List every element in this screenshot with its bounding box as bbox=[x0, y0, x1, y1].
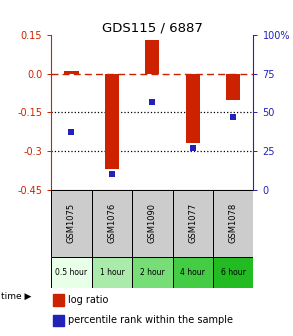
Text: 0.5 hour: 0.5 hour bbox=[55, 268, 88, 277]
Title: GDS115 / 6887: GDS115 / 6887 bbox=[102, 21, 203, 34]
Bar bbox=[53, 314, 64, 326]
Text: 4 hour: 4 hour bbox=[180, 268, 205, 277]
Bar bbox=[173, 257, 213, 288]
Bar bbox=[213, 190, 253, 257]
Text: log ratio: log ratio bbox=[69, 295, 109, 305]
Bar bbox=[51, 257, 92, 288]
Text: GSM1090: GSM1090 bbox=[148, 203, 157, 243]
Bar bbox=[92, 190, 132, 257]
Bar bbox=[132, 257, 173, 288]
Text: 1 hour: 1 hour bbox=[100, 268, 124, 277]
Bar bbox=[173, 190, 213, 257]
Bar bbox=[186, 74, 200, 143]
Bar bbox=[64, 71, 79, 74]
Bar bbox=[53, 294, 64, 305]
Text: 6 hour: 6 hour bbox=[221, 268, 246, 277]
Bar bbox=[226, 74, 240, 99]
Text: GSM1078: GSM1078 bbox=[229, 203, 238, 243]
Text: GSM1077: GSM1077 bbox=[188, 203, 197, 243]
Bar bbox=[213, 257, 253, 288]
Text: 2 hour: 2 hour bbox=[140, 268, 165, 277]
Bar bbox=[145, 40, 159, 74]
Bar bbox=[132, 190, 173, 257]
Bar bbox=[51, 190, 92, 257]
Text: percentile rank within the sample: percentile rank within the sample bbox=[69, 315, 234, 325]
Text: GSM1076: GSM1076 bbox=[108, 203, 116, 243]
Text: time ▶: time ▶ bbox=[1, 292, 32, 301]
Bar bbox=[92, 257, 132, 288]
Text: GSM1075: GSM1075 bbox=[67, 203, 76, 243]
Bar bbox=[105, 74, 119, 169]
